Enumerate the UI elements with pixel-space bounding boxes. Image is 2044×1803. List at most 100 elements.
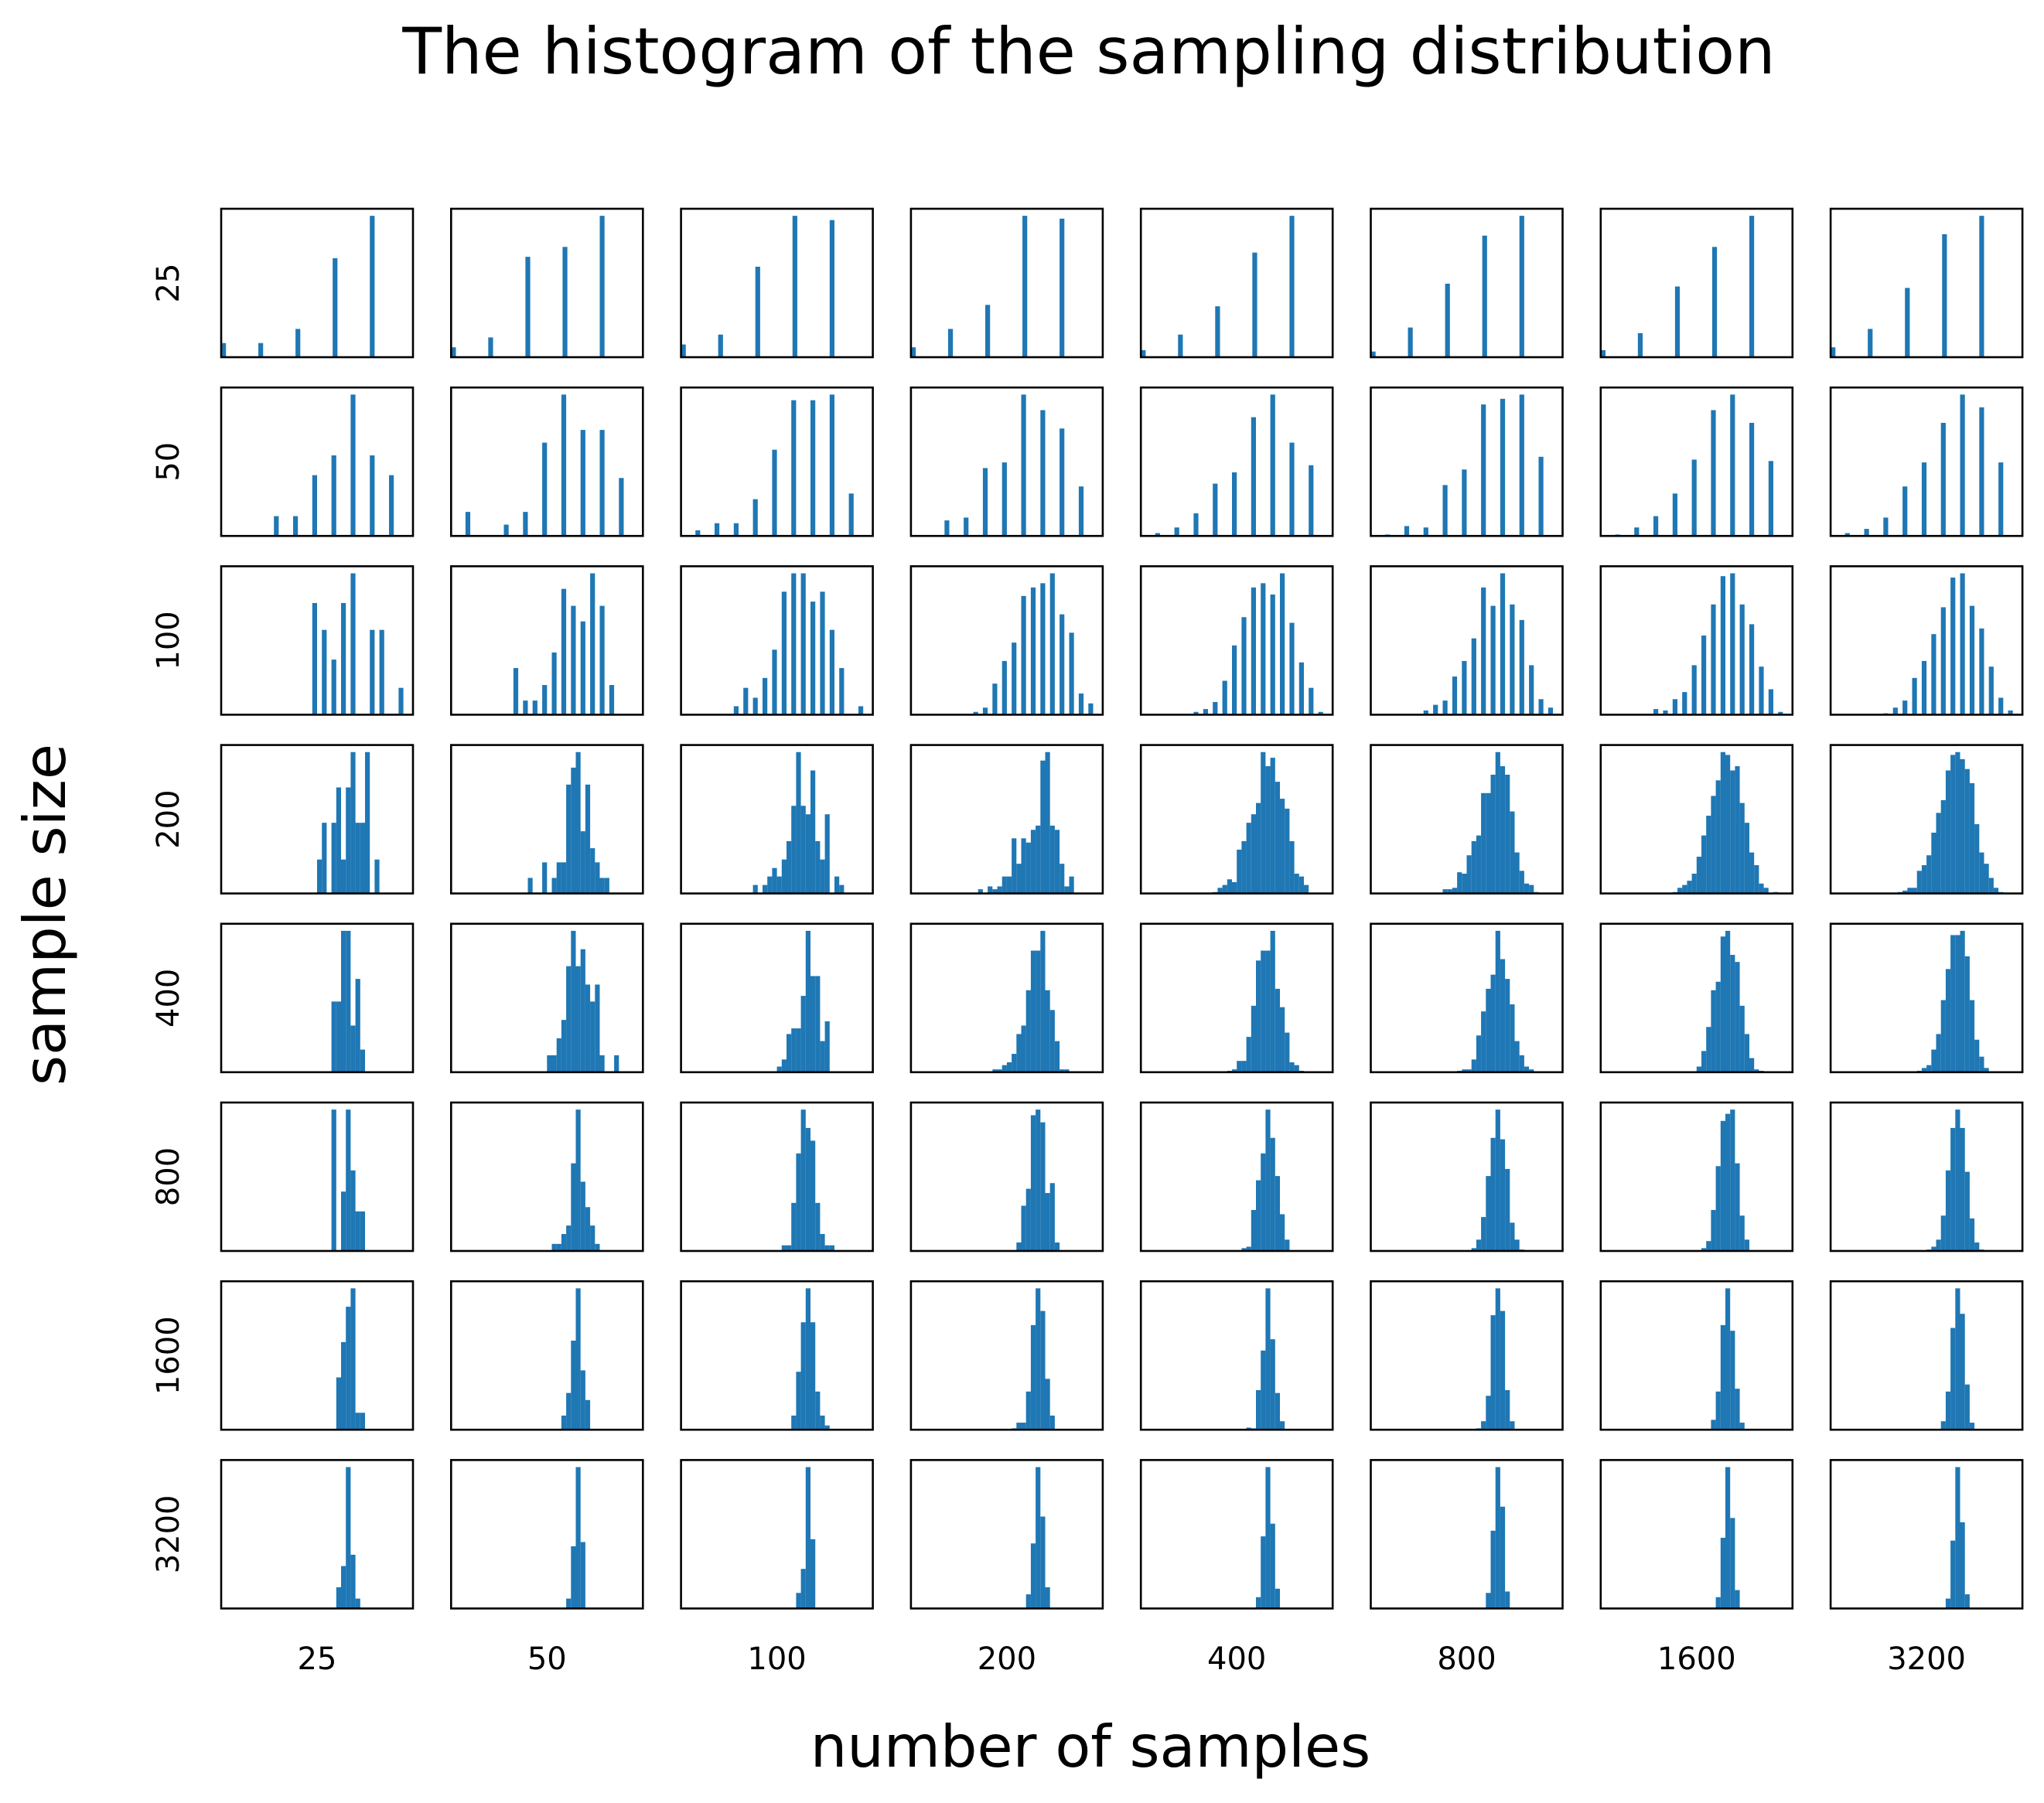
histogram-bar: [1490, 1530, 1496, 1609]
histogram-bar: [1720, 576, 1725, 715]
histogram-bar: [1294, 874, 1299, 894]
histogram-bar: [805, 1127, 810, 1251]
panel-frame: [1139, 1101, 1334, 1253]
histogram-bar: [1237, 1061, 1242, 1072]
histogram-bar: [834, 876, 840, 894]
histogram-bar: [752, 697, 758, 715]
histogram-bar: [1289, 442, 1295, 537]
histogram-bar: [997, 886, 1002, 894]
histogram-bar: [1519, 619, 1524, 715]
histogram-bar: [1931, 1049, 1937, 1072]
histogram-bar: [1984, 864, 1989, 894]
panel-frame: [680, 386, 874, 537]
histogram-bar: [1490, 775, 1496, 894]
histogram-panel: [1139, 1459, 1334, 1610]
panel-frame: [220, 744, 415, 895]
histogram-bar: [772, 867, 777, 894]
histogram-bar: [1155, 533, 1160, 537]
histogram-bar: [561, 394, 567, 537]
histogram-bar: [1021, 1025, 1026, 1072]
histogram-bar: [1457, 872, 1462, 894]
histogram-bar: [336, 787, 341, 894]
histogram-bar: [1739, 1215, 1745, 1251]
histogram-bar: [1955, 752, 1960, 894]
histogram-bar: [772, 449, 777, 537]
row-label: 25: [151, 264, 186, 303]
histogram-bar: [1049, 1183, 1055, 1251]
panel-frame: [1139, 386, 1334, 537]
histogram-bar: [767, 876, 773, 894]
histogram-bar: [1921, 1068, 1927, 1072]
histogram-panel: [449, 922, 644, 1074]
histogram-bar: [1012, 1054, 1017, 1072]
histogram-bar: [1969, 1218, 1975, 1251]
histogram-bar: [1945, 770, 1951, 894]
histogram-bar: [350, 394, 356, 537]
histogram-bar: [1040, 1310, 1046, 1430]
histogram-panel: [909, 1280, 1104, 1431]
histogram-bar: [1481, 1421, 1486, 1430]
histogram-bar: [370, 629, 375, 715]
histogram-bar: [829, 629, 834, 715]
histogram-bar: [1490, 974, 1496, 1072]
histogram-bar: [221, 343, 227, 357]
histogram-bar: [1280, 1214, 1285, 1251]
histogram-bar: [839, 884, 845, 894]
histogram-bar: [1275, 782, 1280, 894]
histogram-bar: [1735, 962, 1740, 1072]
histogram-panel: [1370, 207, 1564, 359]
histogram-bar: [1500, 1506, 1506, 1609]
histogram-bar: [791, 1028, 797, 1072]
histogram-bar: [350, 1288, 356, 1430]
histogram-panel: [1829, 1280, 2024, 1431]
histogram-bar: [1510, 1421, 1515, 1430]
column-label: 1600: [1657, 1641, 1736, 1677]
histogram-bar: [1682, 884, 1687, 894]
histogram-bar: [1040, 930, 1046, 1072]
panel-frame: [909, 386, 1104, 537]
histogram-bar: [1892, 707, 1898, 715]
histogram-bar: [1241, 617, 1247, 715]
histogram-bar: [542, 442, 548, 537]
histogram-bar: [810, 1322, 816, 1430]
histogram-bar: [992, 683, 998, 715]
histogram-bar: [1270, 394, 1275, 537]
histogram-bar: [1445, 283, 1450, 357]
histogram-bar: [776, 876, 782, 894]
histogram-bar: [1261, 1536, 1266, 1609]
panel-frame: [909, 565, 1104, 716]
histogram-bar: [575, 1288, 581, 1430]
histogram-bar: [800, 806, 806, 894]
histogram-bar: [575, 1467, 581, 1609]
histogram-bar: [1720, 1120, 1725, 1251]
histogram-bar: [829, 1245, 834, 1251]
histogram-bar: [1466, 1069, 1472, 1072]
histogram-bar: [1270, 594, 1275, 715]
histogram-bar: [1921, 865, 1927, 894]
histogram-bar: [1012, 838, 1017, 894]
histogram-bar: [1270, 930, 1275, 1072]
histogram-bar: [733, 706, 739, 715]
histogram-bar: [503, 524, 509, 537]
histogram-bar: [824, 1245, 830, 1251]
panel-frame: [1139, 1459, 1334, 1610]
histogram-bar: [370, 455, 375, 537]
histogram-bar: [341, 602, 346, 715]
histogram-bar: [1715, 1597, 1721, 1609]
histogram-bar: [1510, 604, 1515, 715]
histogram-bar: [556, 862, 561, 894]
histogram-bar: [1519, 871, 1524, 894]
panel-frame: [1829, 565, 2024, 716]
row-label: 800: [151, 1147, 186, 1206]
panel-frame: [1599, 744, 1794, 895]
histogram-bar: [556, 1243, 561, 1251]
histogram-bar: [1735, 1590, 1740, 1609]
histogram-bar: [820, 591, 825, 715]
histogram-bar: [752, 884, 758, 894]
histogram-bar: [1921, 462, 1927, 537]
histogram-bar: [1926, 855, 1932, 894]
histogram-bar: [370, 216, 375, 357]
histogram-bar: [1993, 888, 1999, 894]
histogram-bar: [1471, 840, 1476, 894]
